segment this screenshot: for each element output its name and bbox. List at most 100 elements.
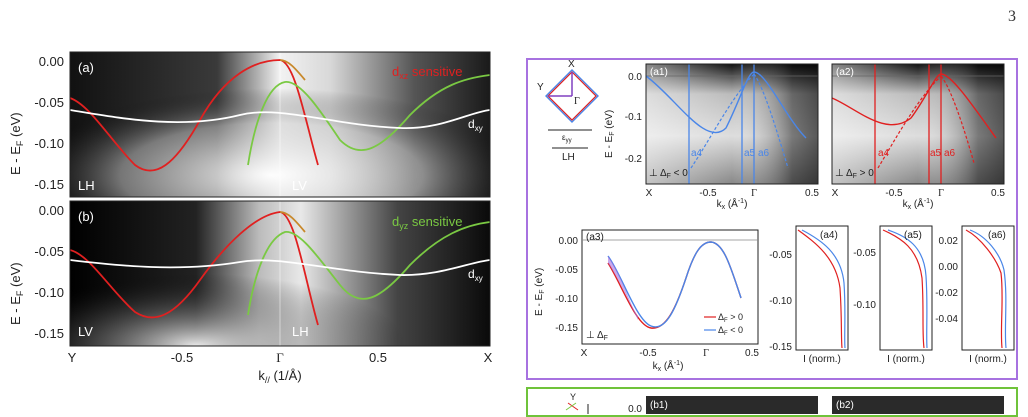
svg-text:-0.10: -0.10 [34, 136, 64, 151]
panel-b-label: (b) [78, 209, 94, 224]
panel-a4: (a4) -0.05 -0.10 -0.15 I (norm.) [769, 225, 849, 365]
svg-text:0.5: 0.5 [745, 348, 759, 359]
panel-a2-label: (a2) [836, 67, 854, 78]
svg-text:Γ: Γ [751, 188, 757, 199]
svg-text:Γ: Γ [703, 348, 709, 359]
legend-positive: ΔF > 0 [718, 312, 743, 324]
strain-label: εyy [562, 133, 572, 144]
svg-text:-0.5: -0.5 [885, 188, 903, 199]
panel-a-dxy-curve [69, 109, 491, 129]
bz-x-label: X [568, 59, 575, 70]
svg-text:Γ: Γ [276, 350, 284, 365]
svg-text:-0.15: -0.15 [34, 177, 64, 192]
svg-text:0.5: 0.5 [369, 350, 387, 365]
left-xticks: Y -0.5 Γ 0.5 X [68, 350, 493, 365]
panel-a2-note: ⊥ ΔF > 0 [835, 168, 874, 180]
panel-a2: (a2) a4 a5 a6 ⊥ ΔF > 0 X -0.5 Γ 0.5 kx (… [831, 63, 1005, 211]
svg-text:-0.15: -0.15 [769, 342, 792, 353]
panel-b2: (b2) [832, 396, 1004, 414]
svg-text:-0.10: -0.10 [34, 285, 64, 300]
panel-a5-xlabel: I (norm.) [887, 354, 925, 365]
svg-text:a5: a5 [744, 148, 756, 159]
left-xlabel: k// (1/Å) [258, 368, 301, 385]
svg-text:0.5: 0.5 [805, 188, 819, 199]
svg-text:-0.2: -0.2 [625, 154, 643, 165]
panel-a-yticks: 0.00 -0.05 -0.10 -0.15 [34, 54, 64, 192]
svg-text:-0.10: -0.10 [555, 294, 578, 305]
bz-inset: X Y Γ εyy LH [537, 59, 599, 163]
right-figure: X Y Γ εyy LH (a1) a4 a5 a6 ⊥ ΔF < 0 0.0 … [534, 59, 1015, 414]
panel-b: (b) dyz sensitive dxy LV LH [69, 200, 491, 347]
panel-b2-label: (b2) [836, 400, 854, 411]
svg-text:-0.05: -0.05 [853, 248, 876, 259]
panel-a-green-band [247, 74, 491, 166]
svg-text:Γ: Γ [938, 188, 944, 199]
panel-b-dxy-label: dxy [468, 267, 483, 283]
purple-frame [526, 58, 1018, 380]
left-figure: (a) dxz sensitive dxy LH LV (b) dyz sens… [8, 51, 493, 385]
legend-negative: ΔF < 0 [718, 325, 743, 337]
svg-text:X: X [484, 350, 493, 365]
panel-b-sensitivity: dyz sensitive [392, 214, 462, 231]
panel-b1-label: (b1) [650, 400, 668, 411]
svg-text:0.0: 0.0 [628, 404, 642, 414]
bz-diamond-red [547, 71, 597, 121]
bz-diamond-blue [545, 69, 599, 123]
panel-a1-label: (a1) [650, 67, 668, 78]
svg-text:X: X [581, 348, 588, 359]
pol-label: LH [562, 152, 575, 163]
svg-text:-0.05: -0.05 [34, 244, 64, 259]
panel-a3-note: ⊥ ΔF [586, 330, 608, 342]
panel-a-red-band [69, 59, 319, 172]
panel-a1-ylabel: E - EF (eV) [604, 110, 616, 158]
svg-text:0.0: 0.0 [628, 72, 642, 83]
svg-text:0.00: 0.00 [939, 262, 959, 273]
panel-a3: (a3) ⊥ ΔF ΔF > 0 ΔF < 0 0.00 -0.05 -0.10… [534, 229, 759, 373]
panel-a-ylabel: E - EF (eV) [8, 112, 25, 175]
panel-a5: (a5) -0.05 -0.10 I (norm.) [853, 225, 933, 365]
svg-text:0.00: 0.00 [39, 54, 64, 69]
svg-text:-0.05: -0.05 [555, 265, 578, 276]
svg-text:-0.02: -0.02 [935, 288, 958, 299]
panel-a: (a) dxz sensitive dxy LH LV [69, 51, 491, 198]
panel-b-green-band [247, 221, 491, 316]
svg-text:-0.05: -0.05 [34, 95, 64, 110]
svg-text:a5: a5 [930, 148, 942, 159]
svg-text:0.00: 0.00 [39, 203, 64, 218]
svg-text:a6: a6 [944, 148, 956, 159]
panel-a1-note: ⊥ ΔF < 0 [649, 168, 688, 180]
svg-text:-0.10: -0.10 [769, 296, 792, 307]
panel-b-ylabel: E - EF (eV) [8, 262, 25, 325]
panel-a-dxy-label: dxy [468, 117, 483, 133]
panel-a3-ylabel: E - EF (eV) [534, 268, 546, 316]
svg-text:-0.05: -0.05 [769, 250, 792, 261]
panel-a-orange-band [279, 59, 306, 81]
panel-b-red-band [69, 211, 319, 326]
panel-b-pol-right: LH [292, 324, 309, 339]
panel-a-label: (a) [78, 60, 94, 75]
panel-a3-xlabel: kx (Å-1) [653, 359, 684, 373]
svg-text:X: X [646, 188, 653, 199]
panel-a1: (a1) a4 a5 a6 ⊥ ΔF < 0 0.0 -0.1 -0.2 E -… [604, 63, 819, 211]
panel-b-dxy-curve [69, 259, 491, 276]
panel-a4-label: (a4) [820, 230, 838, 241]
svg-text:0.02: 0.02 [939, 236, 959, 247]
panel-a6-xlabel: I (norm.) [969, 354, 1007, 365]
svg-text:-0.5: -0.5 [171, 350, 193, 365]
svg-text:-0.5: -0.5 [639, 348, 657, 359]
svg-text:-0.15: -0.15 [34, 326, 64, 341]
panel-a2-xlabel: kx (Å-1) [903, 197, 934, 211]
svg-text:X: X [832, 188, 839, 199]
panel-a3-label: (a3) [586, 232, 604, 243]
panel-a4-xlabel: I (norm.) [803, 354, 841, 365]
panel-a1-xlabel: kx (Å-1) [717, 197, 748, 211]
panel-a-pol-left: LH [78, 178, 95, 193]
svg-text:-0.04: -0.04 [935, 314, 958, 325]
panel-a6: (a6) 0.02 0.00 -0.02 -0.04 I (norm.) [935, 225, 1015, 365]
svg-text:-0.1: -0.1 [625, 112, 643, 123]
svg-text:-0.10: -0.10 [853, 300, 876, 311]
panel-a-pol-right: LV [292, 178, 307, 193]
panel-a-sensitivity: dxz sensitive [392, 64, 462, 81]
svg-text:-0.5: -0.5 [699, 188, 717, 199]
panel-a6-label: (a6) [988, 230, 1006, 241]
